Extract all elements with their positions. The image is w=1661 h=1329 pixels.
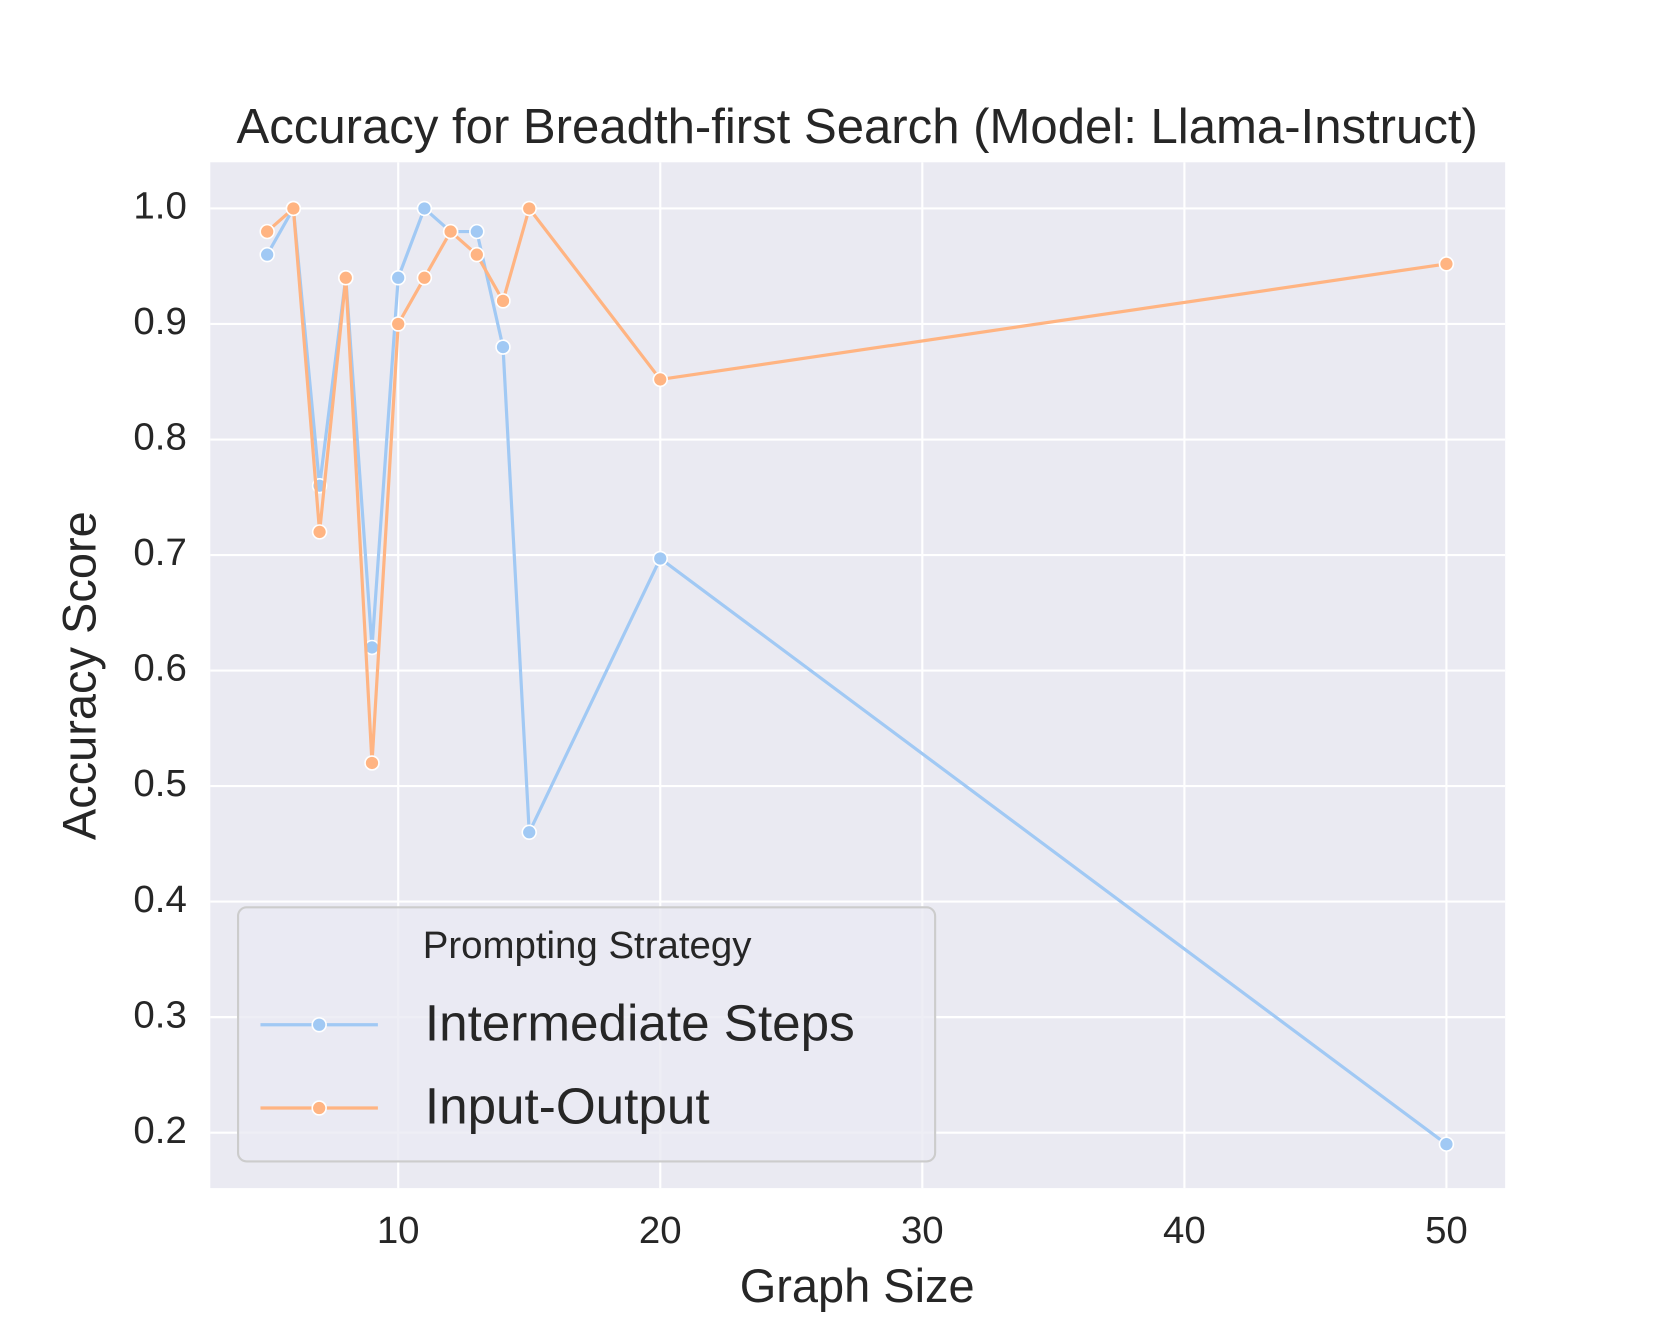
data-point bbox=[652, 550, 668, 567]
y-tick-label: 0.6 bbox=[133, 647, 186, 690]
x-tick-label: 20 bbox=[639, 1209, 682, 1252]
legend-label: Input-Output bbox=[425, 1078, 710, 1135]
y-axis-label: Accuracy Score bbox=[53, 511, 106, 840]
x-tick-label: 10 bbox=[377, 1209, 420, 1252]
y-tick-label: 1.0 bbox=[133, 185, 186, 228]
y-tick-label: 0.7 bbox=[133, 531, 186, 574]
y-tick-label: 0.9 bbox=[133, 300, 186, 343]
data-point bbox=[442, 223, 459, 240]
data-point bbox=[1438, 256, 1455, 272]
y-tick-label: 0.2 bbox=[133, 1109, 186, 1152]
x-tick-label: 30 bbox=[901, 1209, 944, 1252]
data-point bbox=[416, 200, 433, 217]
y-tick-label: 0.4 bbox=[133, 878, 186, 921]
data-point bbox=[311, 524, 328, 540]
legend: Prompting Strategy Intermediate Steps Inpu… bbox=[236, 906, 937, 1163]
data-point bbox=[338, 270, 354, 286]
legend-title: Prompting Strategy bbox=[423, 924, 753, 967]
y-tick-label: 0.5 bbox=[133, 762, 186, 805]
data-point bbox=[521, 200, 537, 217]
x-axis-label: Graph Size bbox=[740, 1259, 975, 1312]
data-point bbox=[495, 339, 511, 355]
data-point bbox=[469, 223, 485, 240]
data-point bbox=[416, 270, 433, 286]
data-point bbox=[259, 223, 275, 240]
data-point bbox=[259, 246, 275, 263]
legend-box bbox=[236, 906, 937, 1163]
data-point bbox=[364, 755, 380, 771]
y-tick-label: 0.8 bbox=[133, 416, 186, 459]
data-point bbox=[390, 270, 406, 286]
x-tick-label: 50 bbox=[1425, 1209, 1468, 1252]
x-tick-label: 40 bbox=[1163, 1209, 1206, 1252]
chart-title: Accuracy for Breadth-first Search (Model… bbox=[236, 100, 1477, 154]
legend-marker bbox=[311, 1017, 327, 1033]
data-point bbox=[285, 200, 302, 217]
data-point bbox=[521, 824, 537, 841]
data-point bbox=[390, 316, 406, 332]
data-point bbox=[495, 293, 511, 309]
y-tick-label: 0.3 bbox=[133, 993, 186, 1036]
data-point bbox=[469, 246, 485, 263]
legend-marker bbox=[311, 1100, 327, 1116]
data-point bbox=[652, 371, 668, 388]
data-point bbox=[1438, 1136, 1455, 1152]
legend-label: Intermediate Steps bbox=[425, 994, 855, 1051]
